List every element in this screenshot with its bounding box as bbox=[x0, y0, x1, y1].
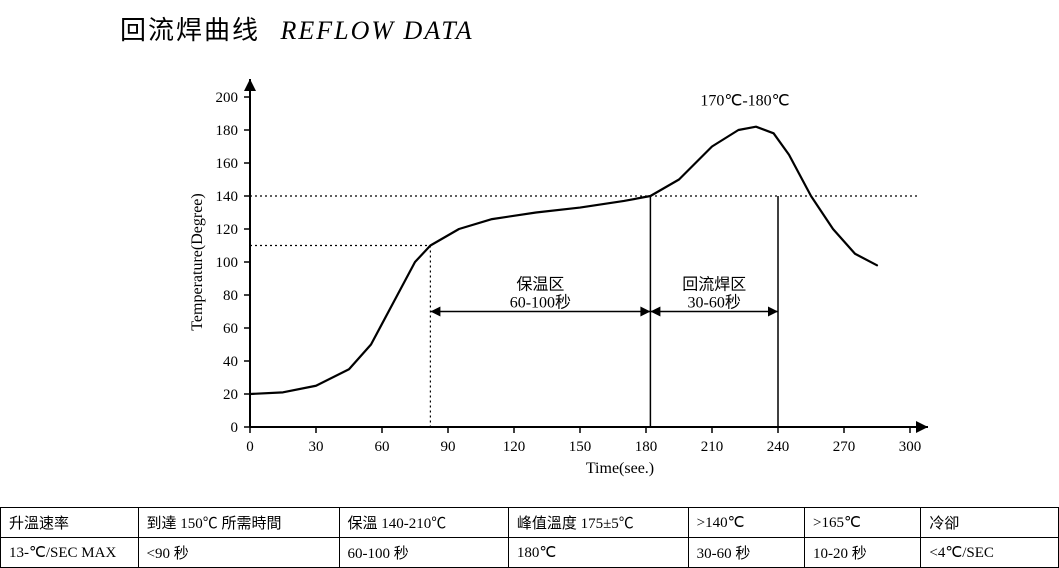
table-header-cell: 到達 150℃ 所需時間 bbox=[138, 508, 339, 538]
svg-text:30-60秒: 30-60秒 bbox=[688, 294, 741, 312]
svg-text:60-100秒: 60-100秒 bbox=[510, 294, 571, 312]
svg-text:150: 150 bbox=[569, 439, 592, 455]
table-header-cell: 峰值溫度 175±5℃ bbox=[508, 508, 688, 538]
table-cell: <4℃/SEC bbox=[921, 538, 1059, 568]
svg-text:回流焊区: 回流焊区 bbox=[682, 276, 746, 294]
svg-text:160: 160 bbox=[216, 156, 239, 172]
table-cell: 10-20 秒 bbox=[805, 538, 921, 568]
svg-text:60: 60 bbox=[223, 321, 238, 337]
table-header-cell: 冷卻 bbox=[921, 508, 1059, 538]
table-cell: <90 秒 bbox=[138, 538, 339, 568]
svg-text:300: 300 bbox=[899, 439, 922, 455]
svg-text:170℃-180℃: 170℃-180℃ bbox=[700, 92, 789, 109]
svg-text:140: 140 bbox=[216, 189, 239, 205]
svg-text:240: 240 bbox=[767, 439, 790, 455]
table-cell: 13-℃/SEC MAX bbox=[1, 538, 139, 568]
reflow-chart: 0 30 60 90 120 150 180 210 240 270 300 0 20 40 60 80 100… bbox=[180, 67, 940, 477]
svg-text:90: 90 bbox=[441, 439, 456, 455]
table-cell: 30-60 秒 bbox=[688, 538, 804, 568]
svg-text:Time(see.): Time(see.) bbox=[586, 460, 654, 477]
table-cell: 60-100 秒 bbox=[339, 538, 508, 568]
parameters-table: 升溫速率到達 150℃ 所需時間保溫 140-210℃峰值溫度 175±5℃>1… bbox=[0, 507, 1059, 568]
svg-text:30: 30 bbox=[309, 439, 324, 455]
title-en: REFLOW DATA bbox=[281, 16, 474, 45]
svg-text:120: 120 bbox=[216, 222, 239, 238]
table-header-cell: 升溫速率 bbox=[1, 508, 139, 538]
svg-text:180: 180 bbox=[635, 439, 658, 455]
svg-text:180: 180 bbox=[216, 123, 239, 139]
svg-text:保温区: 保温区 bbox=[516, 276, 564, 294]
table-cell: 180℃ bbox=[508, 538, 688, 568]
svg-text:40: 40 bbox=[223, 354, 238, 370]
table-header-cell: >165℃ bbox=[805, 508, 921, 538]
svg-text:0: 0 bbox=[246, 439, 254, 455]
svg-text:Temperature(Degree): Temperature(Degree) bbox=[189, 193, 206, 330]
svg-text:60: 60 bbox=[375, 439, 390, 455]
table-header-cell: >140℃ bbox=[688, 508, 804, 538]
title-cn: 回流焊曲线 bbox=[120, 16, 260, 45]
svg-text:0: 0 bbox=[231, 420, 239, 436]
svg-text:120: 120 bbox=[503, 439, 526, 455]
table-row: 13-℃/SEC MAX<90 秒60-100 秒180℃30-60 秒10-2… bbox=[1, 538, 1059, 568]
svg-text:100: 100 bbox=[216, 255, 239, 271]
svg-text:80: 80 bbox=[223, 288, 238, 304]
svg-text:20: 20 bbox=[223, 387, 238, 403]
chart-canvas: 0 30 60 90 120 150 180 210 240 270 300 0 20 40 60 80 100… bbox=[180, 67, 940, 477]
svg-text:270: 270 bbox=[833, 439, 856, 455]
table-header-cell: 保溫 140-210℃ bbox=[339, 508, 508, 538]
svg-text:200: 200 bbox=[216, 90, 239, 106]
table-header-row: 升溫速率到達 150℃ 所需時間保溫 140-210℃峰值溫度 175±5℃>1… bbox=[1, 508, 1059, 538]
page-title: 回流焊曲线 REFLOW DATA bbox=[0, 0, 1059, 47]
svg-text:210: 210 bbox=[701, 439, 724, 455]
